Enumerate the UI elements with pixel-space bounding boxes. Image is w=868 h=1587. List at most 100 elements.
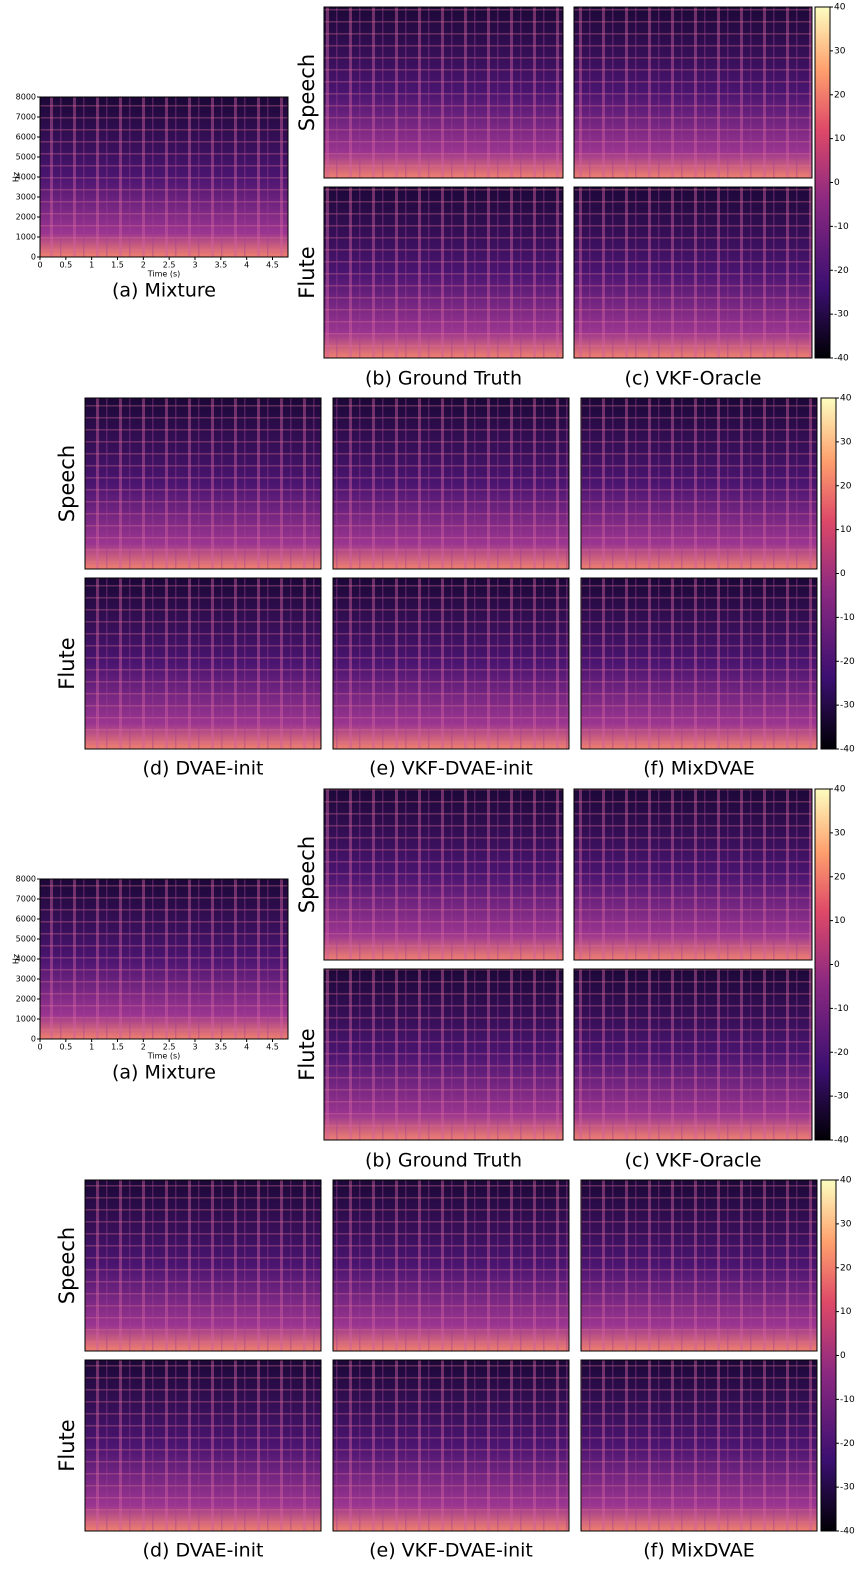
x-tick-label: 0.5 [59, 261, 72, 270]
x-tick-label: 0 [37, 261, 42, 270]
spectrogram-texture [85, 398, 321, 569]
y-tick-label: 8000 [16, 93, 36, 102]
caption: (d) DVAE-init [143, 1540, 264, 1562]
x-tick-label: 2.5 [163, 1043, 176, 1052]
caption: (c) VKF-Oracle [625, 1150, 762, 1172]
y-tick-label: 2000 [16, 995, 36, 1004]
spectrogram-texture [333, 1360, 569, 1531]
colorbar-tick-label: -30 [834, 310, 849, 320]
y-tick-label: 6000 [16, 133, 36, 142]
caption: (d) DVAE-init [143, 758, 264, 780]
colorbar-tick-label: 40 [834, 785, 846, 795]
colorbar-tick-label: -20 [840, 657, 855, 667]
caption: (e) VKF-DVAE-init [369, 758, 533, 780]
colorbar-tick-label: 0 [840, 569, 846, 579]
colorbar-tick-label: 10 [840, 1307, 852, 1317]
row-label: Flute [295, 1028, 319, 1080]
colorbar-tick-label: 20 [834, 872, 846, 882]
spectrogram-texture [85, 578, 321, 749]
y-axis-label: Hz [12, 172, 21, 182]
spectrogram-texture [581, 1180, 817, 1351]
row-label: Flute [55, 1419, 79, 1471]
colorbar-tick-label: 10 [834, 916, 846, 926]
spectrogram-texture [574, 7, 812, 178]
colorbar-tick-label: -10 [840, 1395, 855, 1405]
colorbar-tick-label: -10 [840, 613, 855, 623]
row-label: Speech [55, 1227, 79, 1304]
x-tick-label: 3.5 [214, 261, 227, 270]
spectrogram-texture [324, 187, 563, 358]
spectrogram-texture [581, 578, 817, 749]
colorbar-tick-label: -40 [834, 1136, 849, 1146]
x-tick-label: 3 [192, 1043, 197, 1052]
x-tick-label: 4.5 [266, 1043, 279, 1052]
y-tick-label: 2000 [16, 213, 36, 222]
x-axis-label: Time (s) [147, 270, 181, 279]
caption: (f) MixDVAE [643, 758, 755, 780]
colorbar-tick-label: 0 [834, 960, 840, 970]
colorbar-tick-label: 20 [840, 1263, 852, 1273]
y-tick-label: 3000 [16, 193, 36, 202]
x-tick-label: 4.5 [266, 261, 279, 270]
colorbar-tick-label: -10 [834, 1004, 849, 1014]
x-tick-label: 3 [192, 261, 197, 270]
colorbar-tick-label: -30 [834, 1092, 849, 1102]
y-axis-label: Hz [12, 954, 21, 964]
spectrogram-texture [324, 7, 563, 178]
spectrogram-texture [581, 1360, 817, 1531]
caption: (b) Ground Truth [365, 368, 522, 390]
colorbar-tick-label: -20 [834, 266, 849, 276]
x-tick-label: 2 [141, 1043, 146, 1052]
spectrogram-texture [333, 398, 569, 569]
y-tick-label: 0 [31, 1035, 36, 1044]
y-tick-label: 7000 [16, 895, 36, 904]
y-tick-label: 7000 [16, 113, 36, 122]
spectrogram-texture [574, 789, 812, 960]
colorbar-tick-label: 40 [834, 3, 846, 13]
row-label: Flute [295, 246, 319, 298]
caption: (a) Mixture [112, 280, 216, 302]
spectrogram-texture [85, 1360, 321, 1531]
spectrogram-texture [333, 578, 569, 749]
colorbar-tick-label: -40 [834, 354, 849, 364]
spectrogram-texture [40, 879, 288, 1039]
colorbar-tick-label: 30 [840, 1219, 852, 1229]
page: {"figures": [ {"mixture": {"caption": "(… [0, 0, 868, 1587]
colorbar-tick-label: -20 [840, 1439, 855, 1449]
colorbar-tick-label: -40 [840, 1527, 855, 1537]
x-tick-label: 2 [141, 261, 146, 270]
colorbar-tick-label: 30 [840, 437, 852, 447]
spectrogram-texture [574, 187, 812, 358]
y-tick-label: 1000 [16, 1015, 36, 1024]
y-tick-label: 6000 [16, 915, 36, 924]
row-label: Speech [55, 445, 79, 522]
colorbar-tick-label: 30 [834, 46, 846, 56]
y-tick-label: 5000 [16, 153, 36, 162]
colorbar-tick-label: -40 [840, 745, 855, 755]
row-label: Speech [295, 836, 319, 913]
x-tick-label: 1.5 [111, 1043, 124, 1052]
y-tick-label: 0 [31, 253, 36, 262]
colorbar [821, 1180, 836, 1531]
y-tick-label: 3000 [16, 975, 36, 984]
caption: (e) VKF-DVAE-init [369, 1540, 533, 1562]
caption: (a) Mixture [112, 1062, 216, 1084]
colorbar-tick-label: 40 [840, 1176, 852, 1186]
colorbar-tick-label: 10 [834, 134, 846, 144]
x-tick-label: 2.5 [163, 261, 176, 270]
colorbar [815, 789, 830, 1140]
x-axis-label: Time (s) [147, 1052, 181, 1061]
spectrogram-texture [85, 1180, 321, 1351]
colorbar-tick-label: 0 [834, 178, 840, 188]
colorbar-tick-label: 40 [840, 394, 852, 404]
x-tick-label: 4 [244, 1043, 249, 1052]
row-label: Flute [55, 637, 79, 689]
colorbar-tick-label: 30 [834, 828, 846, 838]
spectrogram-texture [324, 789, 563, 960]
spectrogram-texture [333, 1180, 569, 1351]
x-tick-label: 1 [89, 261, 94, 270]
y-tick-label: 1000 [16, 233, 36, 242]
colorbar-tick-label: -20 [834, 1048, 849, 1058]
colorbar [821, 398, 836, 749]
x-tick-label: 1 [89, 1043, 94, 1052]
